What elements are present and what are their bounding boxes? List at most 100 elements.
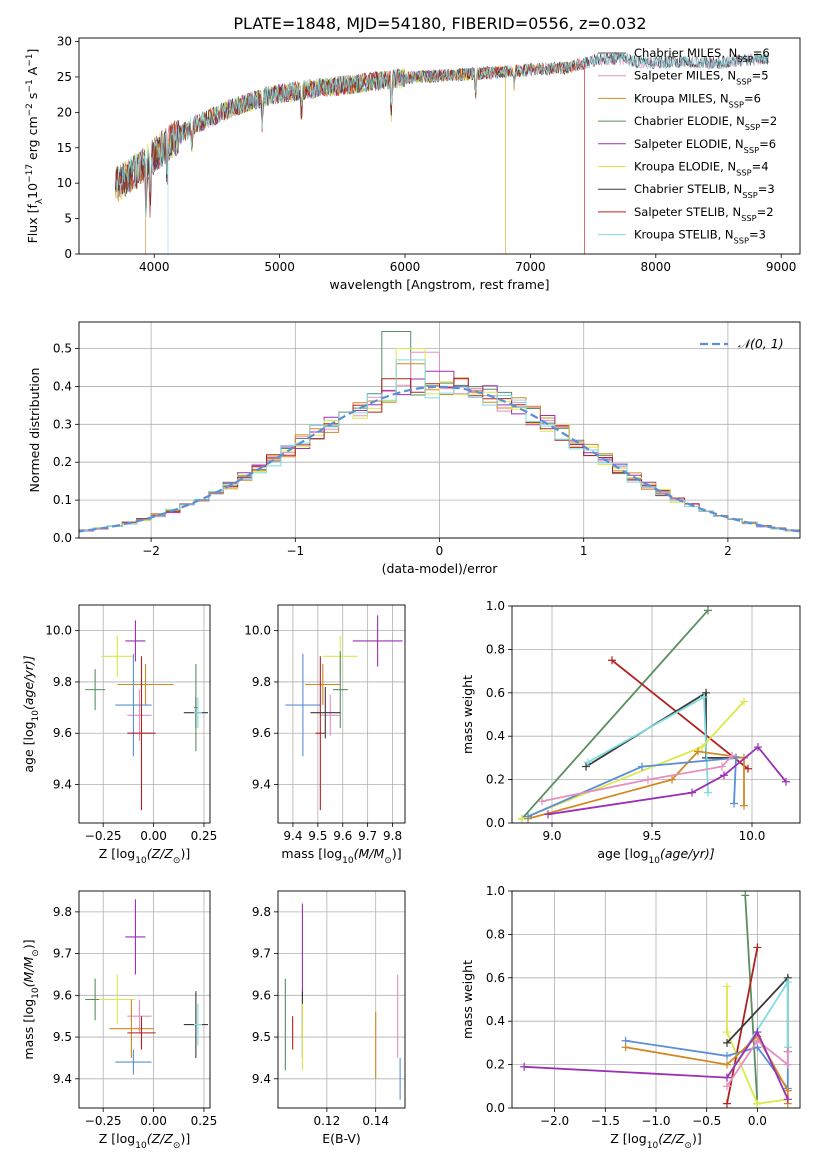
x-tick-label: 9000: [766, 260, 797, 274]
y-tick-label: 1.0: [486, 884, 505, 898]
axes-frame: [277, 604, 406, 824]
errorbar-point: [193, 663, 198, 752]
errorbar-point: [127, 689, 152, 741]
weight-marker: [722, 1028, 731, 1037]
errorbar-point: [193, 697, 202, 729]
legend-entry: Salpeter ELODIE, NSSP=6: [634, 137, 776, 155]
y-axis-label: age [log10(age/yr)]: [21, 655, 41, 772]
y-tick-label: 0: [64, 247, 72, 261]
weight-line-0: [521, 609, 709, 820]
panel-mass-vs-extinction: 0.12 0.14 9.4 9.5 9.6 9.7 9.8 E(B-V): [252, 890, 406, 1146]
x-tick-label: 5000: [264, 260, 295, 274]
x-axis-label: (data-model)/error: [382, 561, 499, 576]
y-tick-label: 10.0: [244, 624, 271, 638]
x-tick-label: 9.4: [283, 829, 302, 843]
y-tick-label: 1.0: [486, 599, 505, 613]
weight-marker: [608, 656, 616, 665]
x-tick-label: −0.25: [85, 1114, 122, 1128]
x-tick-label: −2: [142, 544, 160, 558]
plot-area-mass-vs-extinction: [284, 903, 401, 1100]
y-tick-label: 9.7: [252, 947, 271, 961]
histogram-legend: 𝒩(0, 1): [700, 336, 784, 351]
x-tick-label: 0.00: [140, 1114, 167, 1128]
weight-line-7: [726, 1039, 789, 1087]
weight-marker: [753, 1036, 762, 1045]
x-tick-label: 9.5: [642, 829, 661, 843]
axes-frame: [511, 890, 801, 1109]
errorbar-point: [101, 635, 134, 677]
errorbar-point: [117, 663, 174, 706]
legend-entry: Salpeter MILES, NSSP=5: [634, 69, 769, 87]
errorbar-point: [127, 656, 156, 811]
weight-marker: [668, 775, 676, 784]
y-tick-label: 0.1: [53, 493, 72, 507]
weight-line-0: [744, 895, 759, 1104]
weight-marker: [718, 762, 726, 771]
plot-area-weight-vs-metallicity: [520, 891, 792, 1108]
panel-weight-vs-metallicity: −2.0 −1.5 −1.0 −0.5 0.0 0.0 0.2 0.4 0.6 0.8 1.0 Z […: [460, 884, 801, 1151]
weight-marker: [720, 771, 728, 780]
weight-marker: [783, 1047, 792, 1056]
legend-entry: Chabrier MILES, NSSP=6: [634, 46, 770, 64]
weight-marker: [754, 743, 762, 752]
errorbar-point: [125, 620, 146, 662]
weight-line-1: [611, 659, 749, 770]
plot-area-residuals: [79, 331, 800, 533]
weight-marker: [538, 797, 546, 806]
y-tick-label: 0.5: [53, 342, 72, 356]
x-tick-label: 9.5: [308, 829, 327, 843]
weight-marker: [722, 982, 731, 991]
weight-marker: [722, 1051, 731, 1060]
y-tick-label: 10: [57, 176, 72, 190]
plot-area-spectrum: [115, 51, 769, 254]
weight-marker: [698, 743, 706, 752]
errorbar-point: [125, 899, 146, 975]
spectrum-line-kroupa-stelib: [115, 52, 769, 254]
weight-marker: [753, 1099, 762, 1108]
weight-marker: [688, 788, 696, 797]
y-tick-label: 9.6: [53, 726, 72, 740]
y-axis-label: mass weight: [460, 960, 475, 1039]
x-axis-label: age [log10(age/yr)]: [597, 846, 714, 866]
weight-marker: [782, 777, 790, 786]
y-tick-label: 9.7: [53, 947, 72, 961]
panel-age-vs-mass: 9.4 9.5 9.6 9.7 9.8 9.4 9.6 9.8 10.0 mass [log10(…: [244, 604, 406, 866]
weight-marker: [740, 801, 748, 810]
y-tick-label: 9.4: [53, 1072, 72, 1086]
y-tick-label: 10.0: [45, 624, 72, 638]
y-tick-label: 0.3: [53, 417, 72, 431]
y-tick-label: 0.6: [486, 971, 505, 985]
y-tick-label: 9.6: [252, 726, 271, 740]
axes-frame: [78, 604, 211, 824]
weight-marker: [722, 1073, 731, 1082]
x-tick-label: 0.25: [191, 1114, 218, 1128]
errorbar-point: [85, 669, 106, 711]
spectrum-legend: Chabrier MILES, NSSP=6 Salpeter MILES, NS…: [598, 46, 777, 246]
legend-entry: Salpeter STELIB, NSSP=2: [634, 205, 774, 223]
weight-marker: [753, 1028, 762, 1037]
weight-marker: [722, 1060, 731, 1069]
errorbar-point: [285, 653, 321, 757]
x-axis-label: Z [log10(Z/Z⊙)]: [99, 846, 190, 866]
y-tick-label: 9.6: [53, 988, 72, 1002]
y-tick-label: 9.5: [252, 1030, 271, 1044]
x-axis-label: Z [log10(Z/Z⊙)]: [610, 1131, 701, 1151]
errorbar-point: [115, 653, 152, 757]
x-tick-label: −2.0: [540, 1114, 569, 1128]
x-tick-label: −1.5: [591, 1114, 620, 1128]
legend-entry: Kroupa ELODIE, NSSP=4: [634, 160, 769, 178]
x-axis-label: wavelength [Angstrom, rest frame]: [329, 277, 549, 292]
x-tick-label: 9.6: [333, 829, 352, 843]
weight-marker: [722, 1099, 731, 1108]
errorbar-point: [127, 1016, 156, 1050]
legend-entry: Kroupa STELIB, NSSP=3: [634, 228, 766, 246]
y-tick-label: 0.2: [53, 455, 72, 469]
y-tick-label: 9.8: [252, 905, 271, 919]
plot-area-mass-vs-metallicity: [85, 899, 208, 1075]
weight-marker: [700, 693, 708, 702]
errorbar-point: [315, 656, 326, 811]
errorbar-point: [193, 1003, 202, 1046]
axes-frame: [78, 890, 211, 1109]
y-tick-label: 9.8: [53, 675, 72, 689]
panel-spectrum: 4000 5000 6000 7000 8000 9000 0 5 10 15 20 25 30 Chab…: [25, 35, 801, 292]
